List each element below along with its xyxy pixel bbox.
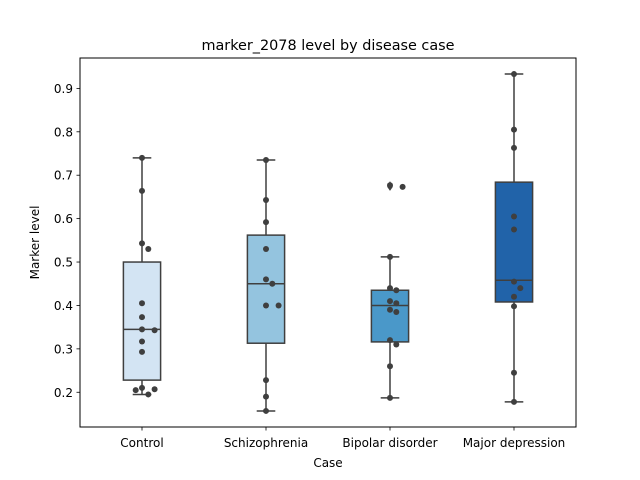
data-point xyxy=(263,302,269,309)
data-point xyxy=(132,387,139,394)
box-group xyxy=(494,73,534,403)
data-point xyxy=(263,276,269,283)
x-tick-label: Major depression xyxy=(463,436,566,450)
x-axis: Control Schizophrenia Bipolar disorder Majo… xyxy=(120,427,565,450)
data-point xyxy=(263,407,269,414)
data-point xyxy=(139,300,145,307)
data-point xyxy=(263,393,269,400)
y-tick-label: 0.9 xyxy=(54,82,73,96)
data-point xyxy=(511,398,517,405)
data-point xyxy=(387,253,393,260)
x-tick-label: Control xyxy=(120,436,163,450)
data-point xyxy=(511,303,517,310)
data-point xyxy=(139,187,145,194)
box-iqr xyxy=(246,234,286,344)
data-point xyxy=(511,144,517,151)
data-point xyxy=(151,327,158,334)
data-point xyxy=(139,314,145,321)
y-tick-label: 0.4 xyxy=(54,299,73,313)
data-point xyxy=(393,287,400,294)
data-point xyxy=(263,196,269,203)
chart-title: marker_2078 level by disease case xyxy=(201,38,454,54)
data-point xyxy=(517,285,524,292)
data-point xyxy=(139,154,145,161)
data-point xyxy=(511,213,517,220)
y-tick-label: 0.8 xyxy=(54,125,73,139)
box-group xyxy=(122,157,162,396)
data-point xyxy=(263,219,269,226)
data-point xyxy=(387,182,393,189)
data-point xyxy=(387,337,393,344)
y-tick-label: 0.6 xyxy=(54,212,73,226)
data-point xyxy=(145,246,152,253)
data-point xyxy=(387,285,393,292)
data-point xyxy=(387,394,393,401)
data-point xyxy=(139,384,145,391)
y-axis: 0.2 0.3 0.4 0.5 0.6 0.7 0.8 0.9 xyxy=(54,82,80,400)
data-point xyxy=(139,348,145,355)
box-iqr xyxy=(122,261,162,381)
data-point xyxy=(393,308,400,315)
data-point xyxy=(151,386,158,393)
data-point xyxy=(145,391,152,398)
y-tick-label: 0.2 xyxy=(54,386,73,400)
y-tick-label: 0.3 xyxy=(54,342,73,356)
x-tick-label: Schizophrenia xyxy=(224,436,308,450)
data-point xyxy=(511,226,517,233)
y-tick-label: 0.5 xyxy=(54,256,73,270)
data-point xyxy=(393,341,400,348)
data-point xyxy=(269,280,276,287)
data-point xyxy=(263,377,269,384)
data-point xyxy=(511,71,517,78)
box-iqr xyxy=(370,289,410,343)
data-point xyxy=(511,278,517,285)
data-point xyxy=(139,240,145,247)
data-point xyxy=(511,126,517,133)
data-point xyxy=(263,157,269,164)
data-point xyxy=(387,306,393,313)
points-layer xyxy=(132,71,524,414)
data-point xyxy=(139,338,145,345)
data-point xyxy=(393,300,400,307)
data-point xyxy=(263,246,269,253)
x-axis-label: Case xyxy=(313,456,342,470)
data-point xyxy=(275,302,282,309)
data-point xyxy=(511,293,517,300)
y-axis-label: Marker level xyxy=(28,206,42,280)
data-point xyxy=(387,298,393,305)
data-point xyxy=(139,326,145,333)
data-point xyxy=(387,363,393,370)
plot-frame xyxy=(79,57,577,428)
boxes-layer xyxy=(122,73,534,412)
data-point xyxy=(399,183,406,190)
y-tick-label: 0.7 xyxy=(54,169,73,183)
data-point xyxy=(511,369,517,376)
x-tick-label: Bipolar disorder xyxy=(342,436,437,450)
